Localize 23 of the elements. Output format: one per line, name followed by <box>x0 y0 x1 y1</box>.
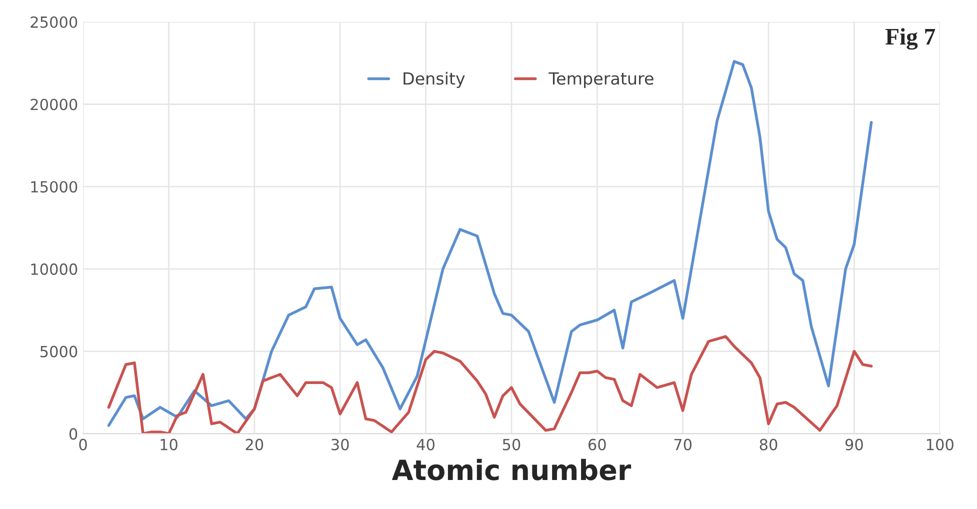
annotation: Fig 7 <box>885 28 936 50</box>
legend-label: Temperature <box>548 72 654 88</box>
y-tick-label: 10000 <box>31 263 78 275</box>
x-tick-label: 100 <box>926 438 954 450</box>
x-tick-label: 70 <box>674 438 692 450</box>
y-tick-label: 25000 <box>30 16 78 28</box>
x-tick-label: 40 <box>416 438 434 450</box>
x-tick-label: 80 <box>760 438 778 450</box>
x-tick-label: 90 <box>845 438 863 450</box>
x-tick-label: 0 <box>79 438 87 450</box>
y-tick-label: 20000 <box>30 98 78 110</box>
x-tick-label: 20 <box>246 438 264 450</box>
y-tick-label: 15000 <box>31 181 78 193</box>
y-tick-label: 0 <box>69 428 78 440</box>
y-tick-label: 5000 <box>40 346 78 358</box>
x-tick-label: 60 <box>588 438 606 450</box>
x-axis-title: Atomic number <box>392 458 632 480</box>
x-tick-label: 50 <box>502 438 520 450</box>
line-series <box>107 60 873 427</box>
x-tick-label: 30 <box>332 438 349 450</box>
line-series <box>107 335 873 434</box>
legend-label: Density <box>404 72 465 88</box>
x-tick-label: 10 <box>160 438 178 450</box>
